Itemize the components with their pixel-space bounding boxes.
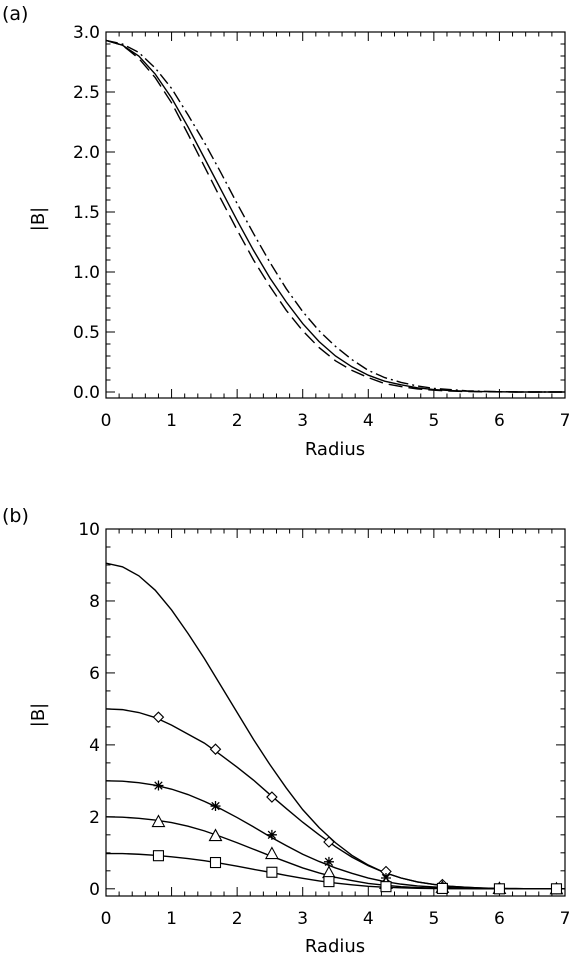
triangle-marker (208, 828, 223, 842)
y-tick-label: 0.0 (73, 383, 100, 403)
square-marker (380, 881, 392, 893)
panel-label-a: (a) (2, 3, 28, 25)
square-marker (152, 850, 165, 862)
square-marker (493, 883, 505, 895)
asterisk-marker (323, 856, 334, 867)
y-tick-label: 3.0 (73, 23, 100, 43)
y-tick-label: 2 (89, 808, 100, 828)
x-axis-label-a: Radius (305, 439, 365, 460)
diamond-marker (266, 791, 278, 803)
y-tick-label: 4 (89, 736, 100, 756)
x-tick-label: 7 (560, 411, 571, 431)
diamond-marker (323, 836, 335, 848)
square-marker (266, 866, 278, 878)
x-tick-label: 5 (428, 909, 439, 929)
series-line (106, 562, 565, 890)
y-tick-label: 0 (89, 880, 100, 900)
y-axis-label-b: |B| (28, 703, 49, 727)
y-tick-label: 1.5 (73, 203, 100, 223)
x-tick-label: 1 (166, 909, 177, 929)
series-lines-b (106, 562, 565, 895)
y-tick-label: 2.0 (73, 143, 100, 163)
x-tick-label: 0 (101, 411, 112, 431)
plot-frame-a (105, 31, 566, 399)
series-lines-a (106, 39, 565, 393)
x-tick-label: 3 (297, 909, 308, 929)
square-marker (436, 882, 448, 894)
diamond-marker (152, 711, 165, 723)
panel-a: (a) 0 1 2 3 4 5 6 7 0.0 0.5 1.0 1.5 2.0 2.5 3.0 Radius… (2, 3, 570, 460)
x-tick-label: 3 (297, 411, 308, 431)
x-tick-label: 2 (232, 909, 243, 929)
ticks-a: 0 1 2 3 4 5 6 7 0.0 0.5 1.0 1.5 2.0 2.5 3.0 (73, 23, 570, 431)
asterisk-marker (266, 829, 277, 840)
panel-label-b: (b) (2, 505, 29, 527)
diamond-marker (209, 743, 222, 755)
square-marker (209, 856, 222, 869)
y-tick-label: 8 (89, 592, 100, 612)
x-tick-label: 5 (428, 411, 439, 431)
series-line (106, 780, 565, 890)
x-tick-label: 2 (232, 411, 243, 431)
x-tick-label: 4 (363, 909, 374, 929)
x-tick-label: 6 (494, 411, 505, 431)
series-line (106, 708, 565, 890)
y-tick-label: 10 (78, 520, 100, 540)
ticks-b: 0 1 2 3 4 5 6 7 0 2 4 6 8 10 (78, 520, 570, 929)
x-tick-label: 7 (560, 909, 571, 929)
y-axis-label-a: |B| (28, 207, 49, 231)
square-marker (323, 876, 335, 888)
triangle-marker (151, 814, 166, 828)
x-tick-label: 0 (101, 909, 112, 929)
y-tick-label: 2.5 (73, 83, 100, 103)
series-line (106, 39, 565, 393)
plot-frame-b (105, 528, 566, 897)
panel-b: (b) 0 1 2 3 4 5 6 7 0 2 4 6 8 10 Radius |B| (2, 505, 570, 956)
x-tick-label: 1 (166, 411, 177, 431)
y-tick-label: 0.5 (73, 323, 100, 343)
series-line (106, 852, 565, 890)
square-marker (550, 883, 563, 895)
x-axis-label-b: Radius (305, 936, 365, 956)
x-tick-label: 4 (363, 411, 374, 431)
triangle-marker (264, 846, 279, 860)
series-line (106, 39, 565, 393)
y-tick-label: 6 (89, 664, 100, 684)
y-tick-label: 1.0 (73, 263, 100, 283)
triangle-marker (322, 865, 336, 879)
asterisk-marker (210, 801, 221, 812)
asterisk-marker (153, 780, 164, 791)
x-tick-label: 6 (494, 909, 505, 929)
